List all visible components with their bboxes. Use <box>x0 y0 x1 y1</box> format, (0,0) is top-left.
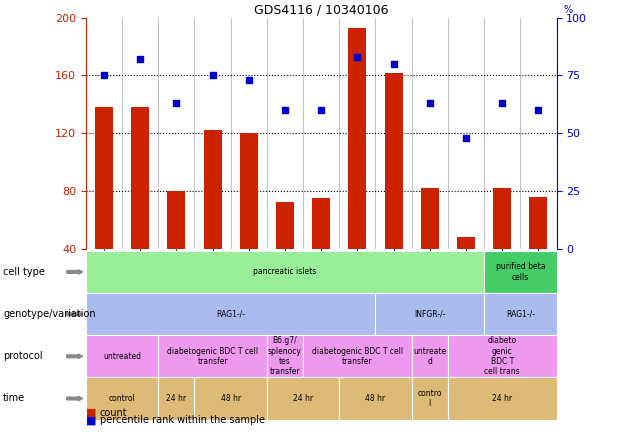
Bar <box>312 198 330 249</box>
Text: count: count <box>100 408 127 418</box>
Bar <box>493 188 511 249</box>
Text: contro
l: contro l <box>418 389 442 408</box>
Point <box>352 53 363 60</box>
Text: %: % <box>563 5 572 16</box>
Point <box>207 72 218 79</box>
Text: diabetogenic BDC T cell
transfer: diabetogenic BDC T cell transfer <box>167 347 258 366</box>
Text: diabeto
genic
BDC T
cell trans: diabeto genic BDC T cell trans <box>485 336 520 377</box>
Bar <box>457 237 475 249</box>
Text: untreated: untreated <box>103 352 141 361</box>
Bar <box>349 28 366 249</box>
Bar <box>276 202 294 249</box>
Text: genotype/variation: genotype/variation <box>3 309 96 319</box>
Point <box>280 107 290 114</box>
Point <box>99 72 109 79</box>
Bar <box>131 107 149 249</box>
Text: RAG1-/-: RAG1-/- <box>216 309 245 319</box>
Point <box>135 56 145 63</box>
Point <box>316 107 326 114</box>
Point <box>171 99 181 107</box>
Text: cell type: cell type <box>3 267 45 277</box>
Text: INFGR-/-: INFGR-/- <box>414 309 446 319</box>
Text: time: time <box>3 393 25 404</box>
Text: 48 hr: 48 hr <box>366 394 385 403</box>
Text: ■: ■ <box>86 408 97 418</box>
Bar <box>385 72 403 249</box>
Point <box>461 134 471 141</box>
Text: 24 hr: 24 hr <box>492 394 512 403</box>
Point <box>389 60 399 67</box>
Text: ■: ■ <box>86 416 97 425</box>
Text: untreate
d: untreate d <box>413 347 446 366</box>
Bar <box>204 131 221 249</box>
Bar <box>240 133 258 249</box>
Point <box>497 99 508 107</box>
Point <box>534 107 544 114</box>
Text: purified beta
cells: purified beta cells <box>495 262 545 281</box>
Text: B6.g7/
splenocy
tes
transfer: B6.g7/ splenocy tes transfer <box>268 336 302 377</box>
Text: diabetogenic BDC T cell
transfer: diabetogenic BDC T cell transfer <box>312 347 403 366</box>
Text: control: control <box>109 394 135 403</box>
Text: protocol: protocol <box>3 351 43 361</box>
Text: RAG1-/-: RAG1-/- <box>506 309 535 319</box>
Text: 24 hr: 24 hr <box>293 394 313 403</box>
Text: 48 hr: 48 hr <box>221 394 241 403</box>
Title: GDS4116 / 10340106: GDS4116 / 10340106 <box>254 4 389 16</box>
Text: 24 hr: 24 hr <box>166 394 186 403</box>
Bar <box>167 191 186 249</box>
Point <box>425 99 435 107</box>
Bar <box>421 188 439 249</box>
Bar <box>529 197 548 249</box>
Bar <box>95 107 113 249</box>
Text: pancreatic islets: pancreatic islets <box>253 267 317 277</box>
Point <box>244 76 254 83</box>
Text: percentile rank within the sample: percentile rank within the sample <box>100 416 265 425</box>
